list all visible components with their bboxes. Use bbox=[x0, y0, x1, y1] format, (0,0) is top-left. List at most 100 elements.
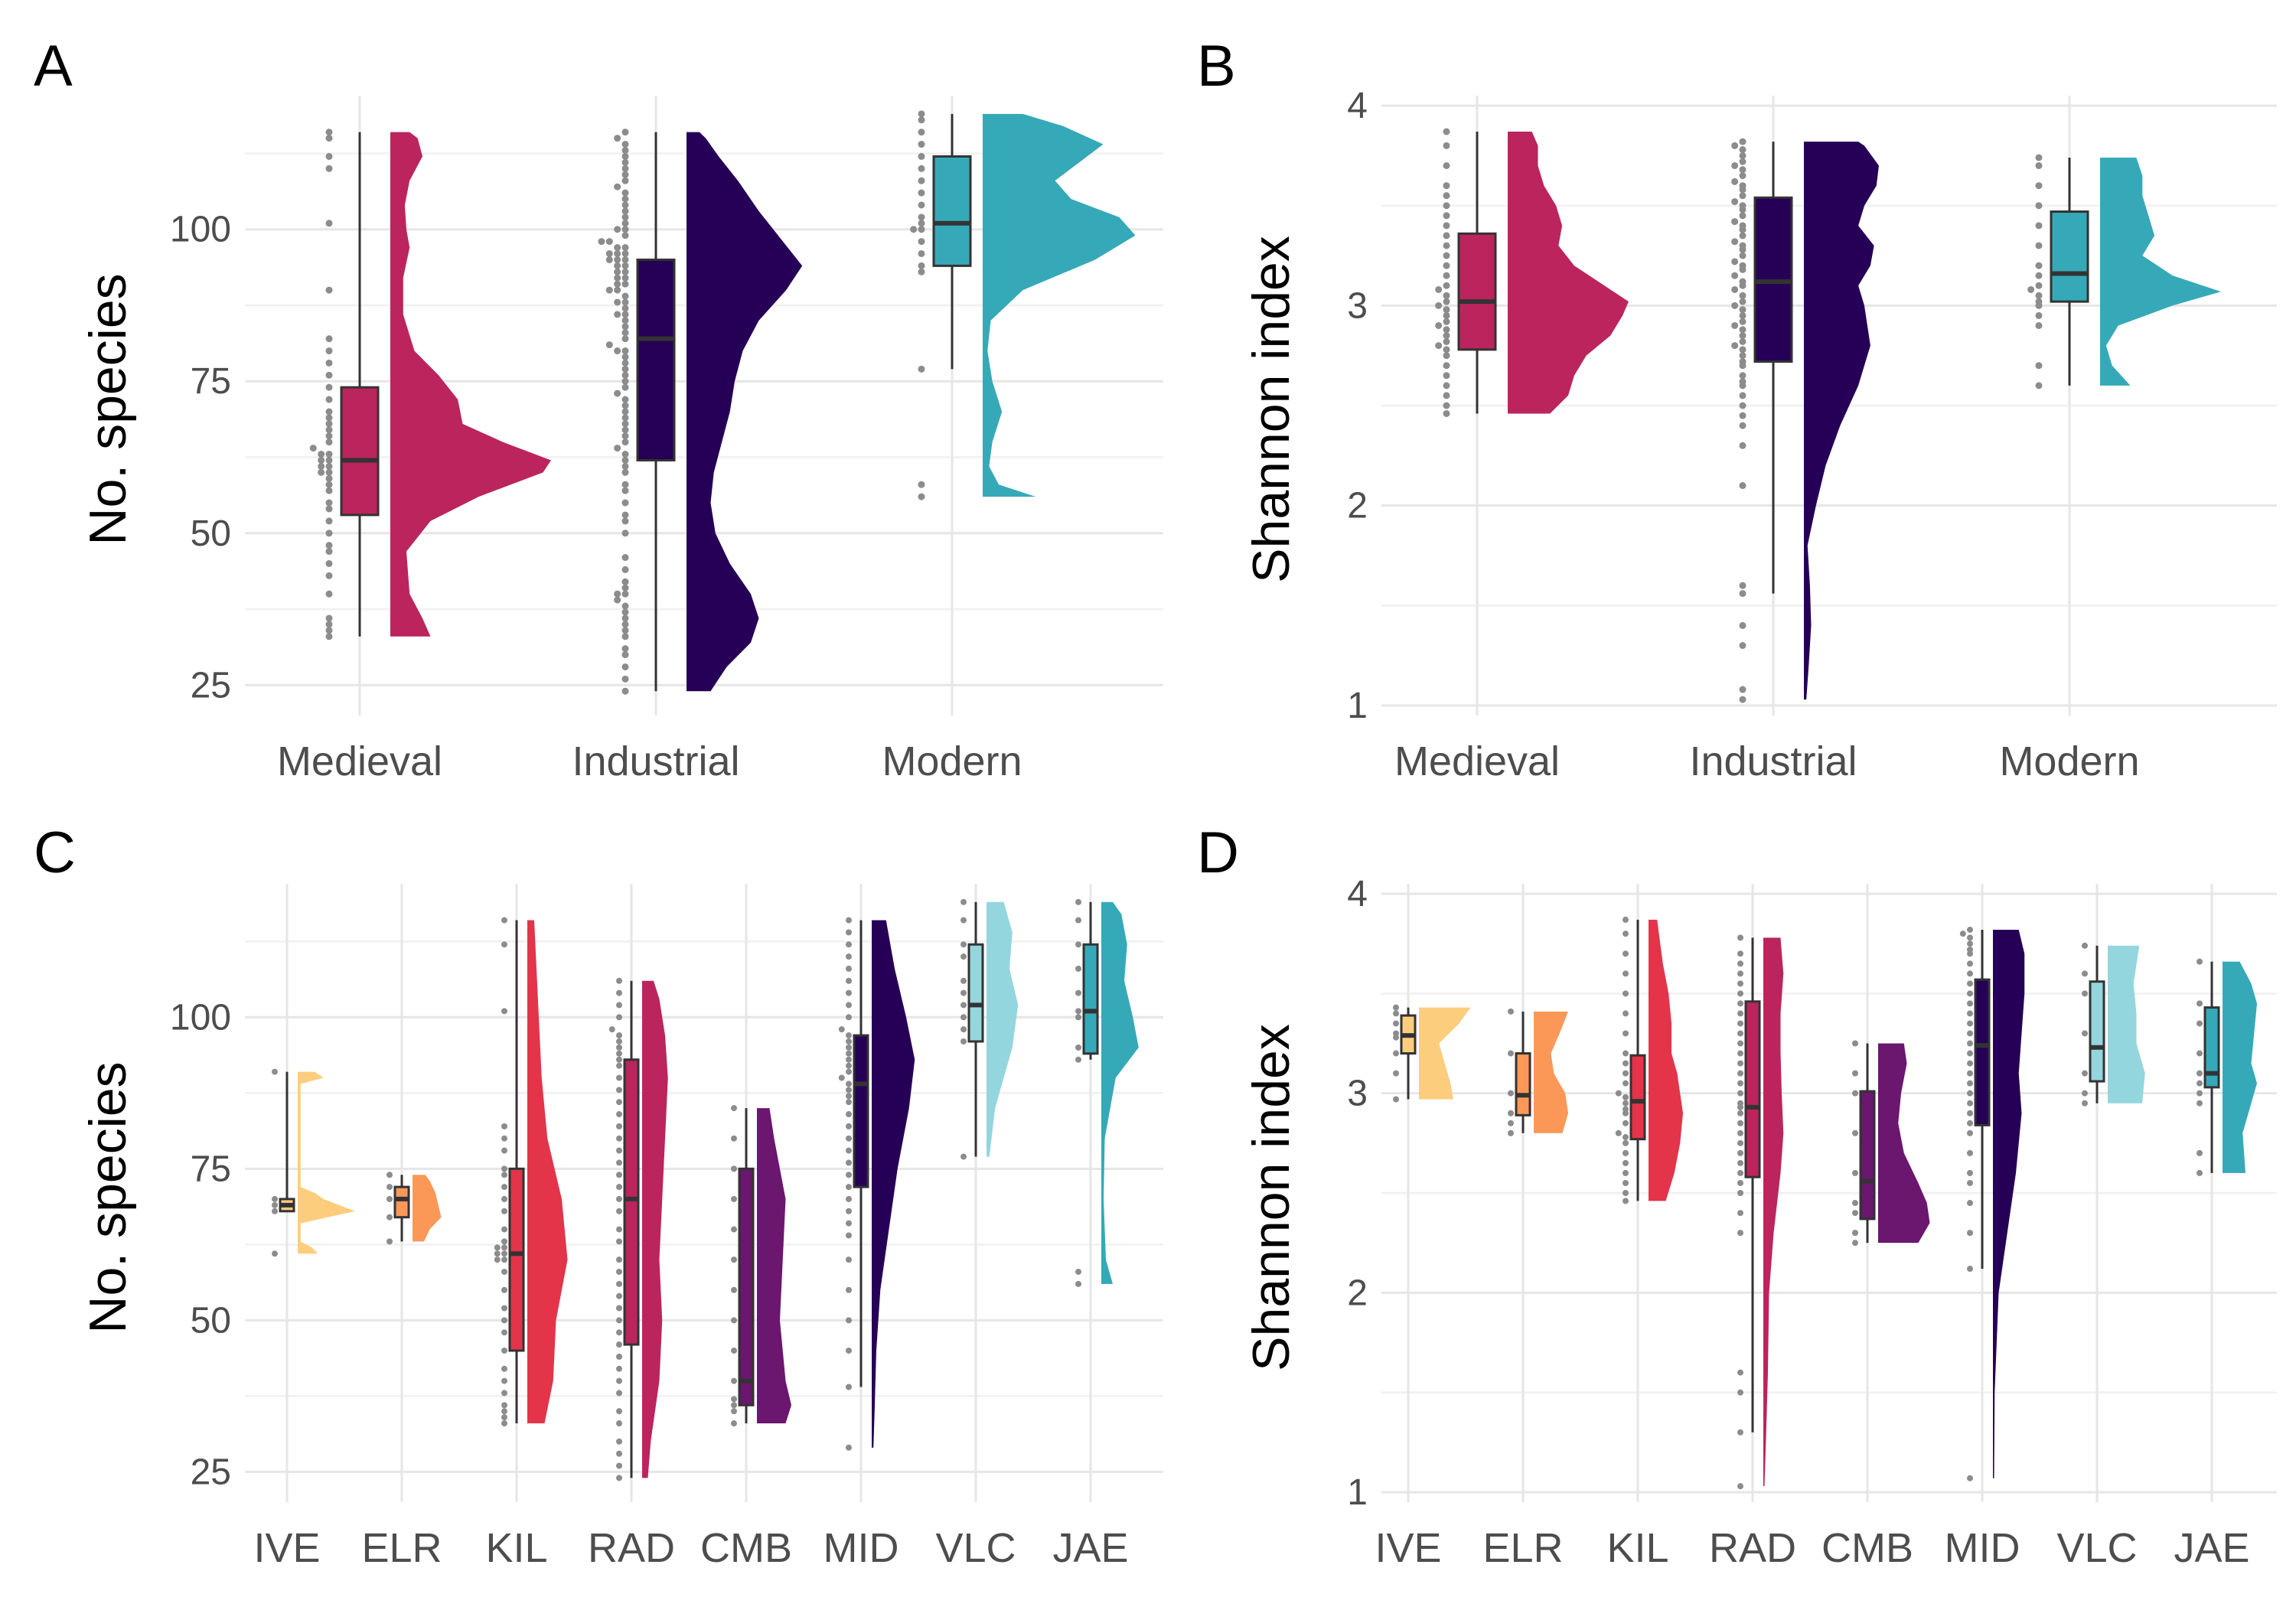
data-point-rad bbox=[616, 1044, 622, 1051]
data-point-rad bbox=[1737, 1169, 1743, 1176]
data-point-mid bbox=[846, 1081, 852, 1087]
data-point-industrial bbox=[1739, 482, 1746, 490]
data-point-industrial bbox=[614, 311, 621, 318]
data-point-rad bbox=[1737, 1429, 1743, 1436]
data-point-elr bbox=[386, 1238, 393, 1245]
data-point-modern bbox=[918, 238, 925, 246]
density-cloud-cmb bbox=[757, 1108, 791, 1424]
data-point-industrial bbox=[621, 371, 629, 379]
density-cloud-rad bbox=[1763, 937, 1784, 1487]
panel-a-x-tick-label: Medieval bbox=[277, 738, 442, 784]
density-cloud-industrial bbox=[1804, 142, 1879, 700]
data-point-mid bbox=[846, 1062, 852, 1069]
data-point-mid bbox=[846, 1044, 852, 1051]
data-point-industrial bbox=[1731, 321, 1739, 329]
data-point-elr bbox=[1508, 1110, 1514, 1116]
data-point-rad bbox=[616, 1420, 622, 1427]
data-point-jae bbox=[1075, 1008, 1081, 1015]
data-point-mid bbox=[846, 1286, 852, 1293]
data-point-mid bbox=[846, 1184, 852, 1191]
data-point-rad bbox=[1737, 1210, 1743, 1217]
panel-c-y-axis-title: No. species bbox=[79, 1061, 137, 1333]
data-point-medieval bbox=[325, 559, 333, 567]
data-point-kil bbox=[1623, 1030, 1629, 1037]
density-cloud-kil bbox=[527, 920, 568, 1424]
data-point-industrial bbox=[621, 438, 629, 446]
data-point-industrial bbox=[621, 256, 629, 263]
data-point-industrial bbox=[621, 675, 629, 683]
density-cloud-jae bbox=[2223, 961, 2257, 1173]
density-cloud-kil bbox=[1649, 919, 1683, 1201]
data-point-jae bbox=[2197, 1020, 2203, 1027]
data-point-medieval bbox=[1443, 212, 1450, 220]
data-point-industrial bbox=[1739, 642, 1746, 650]
panel-c-y-tick-label: 75 bbox=[191, 1149, 231, 1189]
data-point-vlc bbox=[960, 1014, 967, 1021]
data-point-mid bbox=[1967, 1050, 1973, 1057]
data-point-mid bbox=[1967, 970, 1973, 977]
density-cloud-vlc bbox=[987, 901, 1019, 1157]
data-point-industrial bbox=[621, 663, 629, 670]
data-point-industrial bbox=[1739, 242, 1746, 249]
data-point-industrial bbox=[1739, 318, 1746, 325]
data-point-mid bbox=[846, 941, 852, 948]
data-point-mid bbox=[1967, 1179, 1973, 1186]
data-point-mid bbox=[846, 1172, 852, 1178]
data-point-mid bbox=[846, 1444, 852, 1451]
data-point-mid bbox=[1967, 1090, 1973, 1097]
data-point-medieval bbox=[325, 220, 333, 227]
data-point-mid bbox=[846, 929, 852, 936]
data-point-industrial bbox=[1731, 302, 1739, 309]
data-point-industrial bbox=[1731, 142, 1739, 149]
data-point-cmb bbox=[731, 1105, 737, 1112]
data-point-medieval bbox=[1435, 342, 1443, 350]
data-point-medieval bbox=[318, 468, 325, 476]
data-point-rad bbox=[1737, 1129, 1743, 1136]
data-point-industrial bbox=[1739, 402, 1746, 409]
data-point-industrial bbox=[621, 645, 629, 653]
data-point-medieval bbox=[1443, 318, 1450, 325]
box-medieval bbox=[340, 386, 380, 517]
data-point-kil bbox=[501, 1414, 507, 1421]
data-point-jae bbox=[2197, 1169, 2203, 1176]
data-point-industrial bbox=[621, 468, 629, 476]
data-point-industrial bbox=[1739, 590, 1746, 598]
data-point-industrial bbox=[614, 347, 621, 355]
data-point-industrial bbox=[621, 687, 629, 695]
data-point-ive bbox=[272, 1195, 278, 1202]
data-point-industrial bbox=[614, 226, 621, 233]
data-point-kil bbox=[1623, 1139, 1629, 1146]
data-point-modern bbox=[918, 481, 925, 488]
data-point-industrial bbox=[1739, 311, 1746, 319]
data-point-kil bbox=[494, 1250, 501, 1257]
data-point-industrial bbox=[621, 152, 629, 160]
data-point-elr bbox=[386, 1214, 393, 1221]
data-point-modern bbox=[2035, 298, 2043, 305]
data-point-mid bbox=[1967, 1200, 1973, 1207]
data-point-medieval bbox=[1443, 298, 1450, 305]
data-point-mid bbox=[1967, 1040, 1973, 1047]
data-point-cmb bbox=[731, 1377, 737, 1384]
data-point-medieval bbox=[1443, 382, 1450, 390]
data-point-medieval bbox=[1443, 292, 1450, 299]
data-point-mid bbox=[846, 1195, 852, 1202]
data-point-industrial bbox=[605, 249, 613, 257]
data-point-jae bbox=[2197, 958, 2203, 965]
data-point-kil bbox=[1623, 1179, 1629, 1186]
panel-c-y-tick-label: 50 bbox=[191, 1300, 231, 1341]
panel-b-y-tick-label: 1 bbox=[1347, 686, 1368, 726]
data-point-jae bbox=[1075, 1044, 1081, 1051]
data-point-vlc bbox=[960, 941, 967, 948]
data-point-vlc bbox=[960, 1002, 967, 1009]
data-point-mid bbox=[1967, 990, 1973, 997]
data-point-modern bbox=[2035, 182, 2043, 190]
data-point-modern bbox=[2035, 382, 2043, 390]
data-point-industrial bbox=[621, 158, 629, 166]
data-point-medieval bbox=[325, 530, 333, 537]
data-point-kil bbox=[501, 1268, 507, 1275]
data-point-industrial bbox=[1739, 412, 1746, 419]
data-point-kil bbox=[1623, 1134, 1629, 1141]
data-point-kil bbox=[501, 1184, 507, 1191]
panel-d-x-tick-label: MID bbox=[1945, 1525, 2020, 1571]
data-point-rad bbox=[616, 1353, 622, 1360]
